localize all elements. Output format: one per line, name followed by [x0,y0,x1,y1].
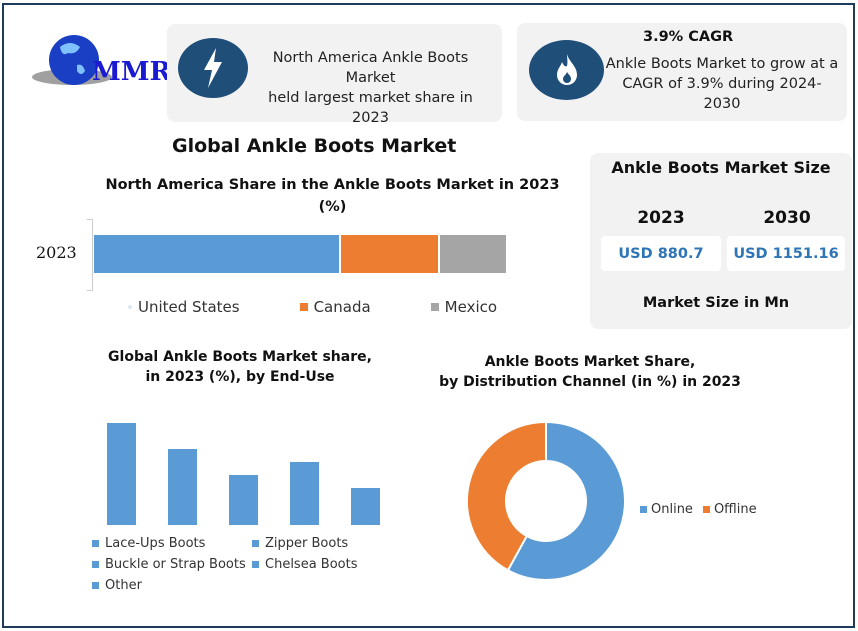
legend-swatch [702,506,710,513]
legend-label: Canada [313,298,371,316]
legend-label: Chelsea Boots [265,557,358,572]
bar-zipper-boots [168,449,197,525]
legend-item: Chelsea Boots [252,557,358,572]
chart1-title: North America Share in the Ankle Boots M… [105,177,560,215]
legend-label: Other [105,578,142,593]
legend-item: Zipper Boots [252,536,348,551]
year-2023: 2023 [637,208,685,228]
legend-label: Zipper Boots [265,536,349,551]
bar-buckle-or-strap-boots [229,475,258,525]
legend-label: Offline [713,502,757,517]
mmr-logo: MMR [22,25,172,90]
lightning-icon [178,38,248,98]
market-size-footer: Market Size in Mn [642,295,790,311]
bar-segment-united-states [94,235,342,273]
legend-item: Offline [702,502,757,517]
legend-swatch [252,561,259,568]
value-2023: USD 880.7 [601,236,721,271]
page-title: Global Ankle Boots Market [172,135,457,157]
legend-swatch [252,540,259,547]
end-use-bar-chart [100,400,400,525]
legend-swatch [299,303,308,311]
distribution-donut-chart [466,420,626,581]
legend-item: Online [640,502,693,517]
chart3-legend: Online Offline [640,502,757,517]
value-2030: USD 1151.16 [727,236,845,271]
legend-swatch [640,506,647,513]
bar-lace-ups-boots [107,423,136,525]
legend-item: Buckle or Strap Boots [92,557,246,572]
legend-item: United States [128,298,240,316]
legend-swatch [92,561,99,568]
globe-icon [32,35,112,85]
legend-item: Mexico [430,298,498,316]
bar-other [351,488,380,525]
bar-segment-mexico [440,235,506,273]
legend-label: Lace-Ups Boots [105,536,206,551]
legend-label: United States [138,298,240,316]
cagr-text: Ankle Boots Market to grow at a CAGR of … [605,56,839,112]
donut-slice-offline [466,420,547,572]
legend-item: Canada [299,298,371,316]
bar-chelsea-boots [290,462,319,525]
legend-swatch [92,582,99,589]
chart3-title: Ankle Boots Market Share, by Distributio… [439,354,741,390]
bar-segment-canada [341,235,441,273]
chart1-category-label: 2023 [36,243,77,262]
year-2030: 2030 [763,208,811,228]
legend-swatch [92,540,99,547]
legend-item: Other [92,578,142,593]
market-size-title: Ankle Boots Market Size [611,158,831,177]
stacked-bar [94,235,506,273]
legend-item: Lace-Ups Boots [92,536,205,551]
chart1-axis [87,219,93,291]
infographic-frame [2,3,855,628]
legend-label: Online [651,502,693,517]
chart1-legend: United States Canada Mexico [128,298,497,316]
legend-label: Mexico [444,298,498,316]
donut-slice-online [506,420,626,581]
north-america-text: North America Ankle Boots Market held la… [268,50,473,126]
legend-swatch [128,305,132,309]
legend-swatch [430,303,439,311]
flame-icon [529,40,604,100]
chart2-title: Global Ankle Boots Market share, in 2023… [108,349,372,385]
legend-label: Buckle or Strap Boots [105,557,246,572]
cagr-title: 3.9% CAGR [643,29,734,45]
